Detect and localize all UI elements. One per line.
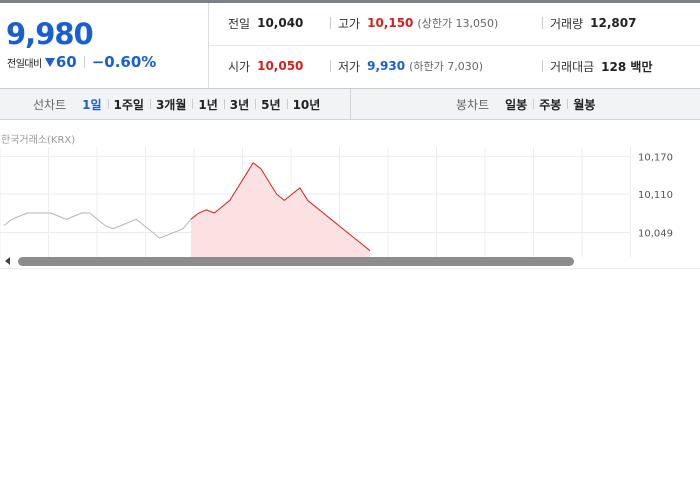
price-area-fill [190, 162, 370, 257]
scroll-track-border [0, 268, 700, 269]
open-label: 시가 [228, 59, 251, 74]
tab-weekly[interactable]: 주봉 [533, 96, 567, 113]
change-percent: −0.60% [91, 53, 157, 71]
row-divider [209, 45, 700, 46]
exchange-label: 한국거래소(KRX) [1, 135, 76, 146]
line-chart-tabs: 선차트 1일 1주일 3개월 1년 3년 5년 10년 [33, 89, 326, 119]
tab-10y[interactable]: 10년 [286, 96, 327, 113]
divider [542, 17, 543, 29]
lower-limit: (하한가 7,030) [409, 60, 483, 73]
y-tick-label: 10,049 [638, 228, 673, 239]
candle-chart-title: 봉차트 [456, 97, 490, 112]
divider [83, 56, 85, 68]
prev-close-value: 10,040 [257, 16, 304, 30]
tab-1d[interactable]: 1일 [82, 97, 102, 112]
upper-limit: (상한가 13,050) [417, 17, 499, 30]
high-cell: 고가 10,150 (상한가 13,050) [338, 15, 498, 31]
low-label: 저가 [338, 59, 361, 74]
horizontal-scrollbar[interactable] [18, 257, 574, 266]
tab-3m[interactable]: 3개월 [149, 96, 192, 113]
current-price: 9,980 [6, 17, 94, 51]
tabs-divider [350, 89, 351, 119]
tab-daily[interactable]: 일봉 [505, 97, 528, 112]
tab-1y[interactable]: 1년 [192, 96, 223, 113]
tab-monthly[interactable]: 월봉 [567, 96, 601, 113]
tab-5y[interactable]: 5년 [255, 96, 286, 113]
price-line-before-open [3, 212, 192, 239]
volume-value: 12,807 [590, 16, 637, 30]
top-border [0, 0, 700, 3]
amount-value: 128 백만 [601, 59, 653, 74]
chart-period-tabs: 선차트 1일 1주일 3개월 1년 3년 5년 10년 봉차트 일봉 주봉 월봉 [0, 89, 700, 120]
high-label: 고가 [338, 16, 361, 31]
price-line [190, 161, 371, 252]
intraday-line-chart: 10,170 10,110 10,049 [0, 147, 673, 257]
prev-close-cell: 전일 10,040 [228, 15, 303, 31]
tab-1w[interactable]: 1주일 [107, 96, 150, 113]
volume-cell: 거래량 12,807 [550, 15, 636, 31]
current-price-box: 9,980 전일대비 60 −0.60% [0, 3, 209, 88]
down-arrow-icon [44, 57, 55, 67]
quote-panel: 9,980 전일대비 60 −0.60% 전일 10,040 고가 10,150… [0, 3, 700, 89]
y-tick-label: 10,110 [638, 190, 673, 201]
amount-label: 거래대금 [550, 59, 595, 74]
change-value: 60 [55, 53, 77, 71]
scroll-left-arrow-icon[interactable] [5, 257, 10, 265]
open-cell: 시가 10,050 [228, 58, 303, 74]
divider [542, 60, 543, 72]
low-cell: 저가 9,930 (하한가 7,030) [338, 58, 483, 74]
prev-close-label: 전일 [228, 16, 251, 31]
change-label: 전일대비 [7, 58, 42, 70]
high-value: 10,150 [367, 16, 414, 30]
open-value: 10,050 [257, 59, 304, 73]
candle-chart-tabs: 봉차트 일봉 주봉 월봉 [456, 89, 601, 119]
low-value: 9,930 [367, 59, 406, 73]
change-row: 전일대비 60 −0.60% [7, 53, 156, 71]
divider [330, 17, 331, 29]
volume-label: 거래량 [550, 16, 584, 31]
amount-cell: 거래대금 128 백만 [550, 58, 652, 74]
line-chart-title: 선차트 [33, 97, 67, 112]
tab-3y[interactable]: 3년 [223, 96, 255, 113]
divider [330, 60, 331, 72]
y-tick-label: 10,170 [638, 152, 673, 163]
